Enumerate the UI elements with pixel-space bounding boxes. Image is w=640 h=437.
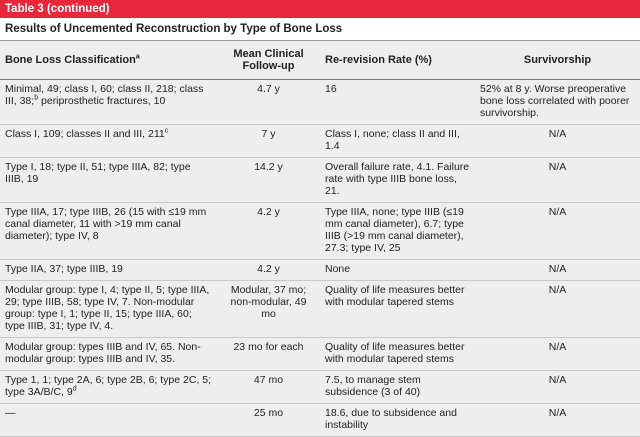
table-cell: 4.2 y [217,202,320,260]
table-cell: Modular, 37 mo; non-modular, 49 mo [217,280,320,338]
cell-text: periprosthetic fractures, 10 [38,95,166,107]
table-body: Minimal, 49; class I, 60; class II, 218;… [0,79,640,437]
table-cell: 18.6, due to subsidence and instability [320,403,475,437]
table-label: Table 3 (continued) [0,0,640,18]
table-row: Modular group: type I, 4; type II, 5; ty… [0,280,640,338]
table: Bone Loss Classificationa Mean Clinical F… [0,41,640,437]
table-cell: 4.2 y [217,259,320,281]
table-cell: None [320,259,475,281]
cell-text: Bone Loss Classification [5,54,136,66]
table-cell: 14.2 y [217,157,320,203]
column-header: Survivorship [475,41,640,80]
table-cell: N/A [475,403,640,437]
table-cell: Class I, 109; classes II and III, 211c [0,124,217,158]
table-cell: N/A [475,280,640,338]
table-row: Class I, 109; classes II and III, 211c 7 … [0,124,640,158]
table-cell: 7.5, to manage stem subsidence (3 of 40) [320,370,475,404]
table-cell: Modular group: type I, 4; type II, 5; ty… [0,280,217,338]
table-cell: Type IIIA, none; type IIIB (≤19 mm canal… [320,202,475,260]
table-cell: N/A [475,370,640,404]
table-row: Minimal, 49; class I, 60; class II, 218;… [0,79,640,125]
table-row: —25 mo 18.6, due to subsidence and instab… [0,403,640,437]
table-cell: 25 mo [217,403,320,437]
table-cell: Type 1, 1; type 2A, 6; type 2B, 6; type … [0,370,217,404]
table-cell: 47 mo [217,370,320,404]
footnote-marker: a [135,53,140,61]
table-cell: N/A [475,337,640,371]
cell-text: Type 1, 1; type 2A, 6; type 2B, 6; type … [5,374,212,398]
table-cell: — [0,403,217,437]
table-row: Type I, 18; type II, 51; type IIIA, 82; … [0,157,640,203]
table-cell: N/A [475,124,640,158]
table-cell: Type I, 18; type II, 51; type IIIA, 82; … [0,157,217,203]
column-header: Re-revision Rate (%) [320,41,475,80]
table-cell: Overall failure rate, 4.1. Failure rate … [320,157,475,203]
table-cell: N/A [475,202,640,260]
table-cell: Type IIA, 37; type IIIB, 19 [0,259,217,281]
table-cell: Modular group: types IIIB and IV, 65. No… [0,337,217,371]
table-cell: Quality of life measures better with mod… [320,337,475,371]
table-cell: 23 mo for each [217,337,320,371]
footnote-marker: c [164,127,169,135]
table-cell: 16 [320,79,475,125]
table-row: Type IIIA, 17; type IIIB, 26 (15 with ≤1… [0,202,640,260]
table-cell: N/A [475,259,640,281]
column-header: Bone Loss Classificationa [0,41,217,80]
footnote-marker: d [72,385,77,393]
cell-text: Class I, 109; classes II and III, 211 [5,128,165,140]
table-cell: Type IIIA, 17; type IIIB, 26 (15 with ≤1… [0,202,217,260]
table-cell: N/A [475,157,640,203]
table-cell: 4.7 y [217,79,320,125]
table-row: Type IIA, 37; type IIIB, 19 4.2 y None N/A [0,259,640,281]
table-cell: Quality of life measures better with mod… [320,280,475,338]
table-cell: Class I, none; class II and III, 1.4 [320,124,475,158]
column-header: Mean Clinical Follow-up [217,41,320,80]
table-row: Modular group: types IIIB and IV, 65. No… [0,337,640,371]
table-cell: 7 y [217,124,320,158]
footnote-marker: b [34,94,39,102]
cell-text: Minimal, 49; class I, 60; class II, 218;… [5,83,204,107]
table-row: Type 1, 1; type 2A, 6; type 2B, 6; type … [0,370,640,404]
table-cell: 52% at 8 y. Worse preoperative bone loss… [475,79,640,125]
table-title: Results of Uncemented Reconstruction by … [0,18,640,41]
table-cell: Minimal, 49; class I, 60; class II, 218;… [0,79,217,125]
header-row: Bone Loss Classificationa Mean Clinical F… [0,41,640,80]
